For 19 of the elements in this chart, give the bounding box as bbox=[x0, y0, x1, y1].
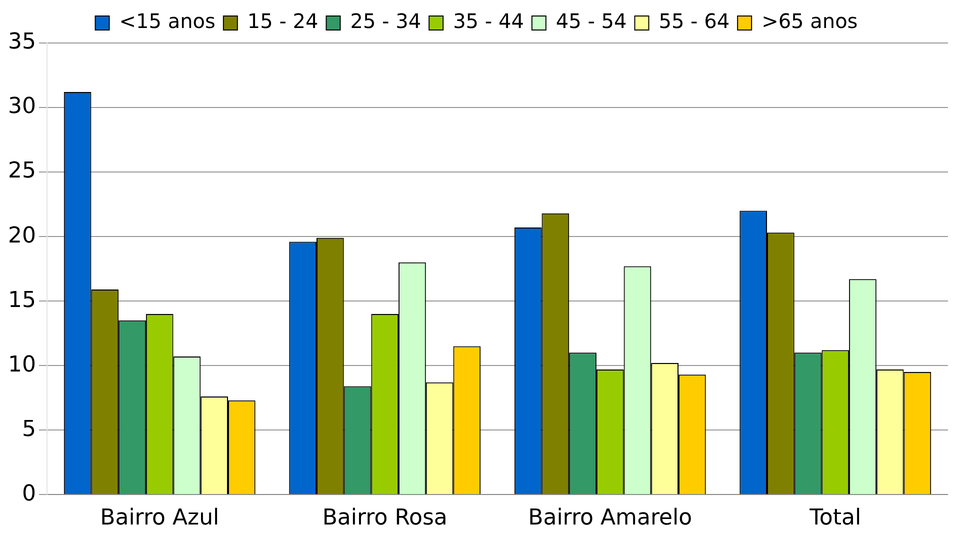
y-tick-label: 30 bbox=[8, 94, 36, 120]
y-tick-label: 20 bbox=[8, 223, 36, 248]
legend-label: 25 - 34 bbox=[350, 9, 422, 34]
x-tick-label: Bairro Rosa bbox=[322, 506, 448, 531]
x-tick-label: Bairro Amarelo bbox=[528, 506, 692, 531]
y-tick-label: 35 bbox=[8, 30, 36, 55]
y-tick-label: 15 bbox=[8, 288, 36, 313]
legend-label: 45 - 54 bbox=[556, 9, 627, 34]
legend-label: 35 - 44 bbox=[453, 9, 524, 34]
legend-label: 55 - 64 bbox=[658, 9, 730, 34]
x-tick-label: Bairro Azul bbox=[100, 506, 220, 531]
y-tick-label: 25 bbox=[8, 158, 36, 184]
legend-label: >65 anos bbox=[762, 9, 858, 34]
y-tick-label: 0 bbox=[22, 481, 36, 506]
legend-label: 15 - 24 bbox=[247, 9, 318, 34]
y-tick-label: 5 bbox=[22, 416, 36, 442]
legend-label: <15 anos bbox=[119, 9, 216, 34]
x-tick-label: Total bbox=[808, 506, 862, 531]
y-tick-label: 10 bbox=[8, 352, 36, 378]
